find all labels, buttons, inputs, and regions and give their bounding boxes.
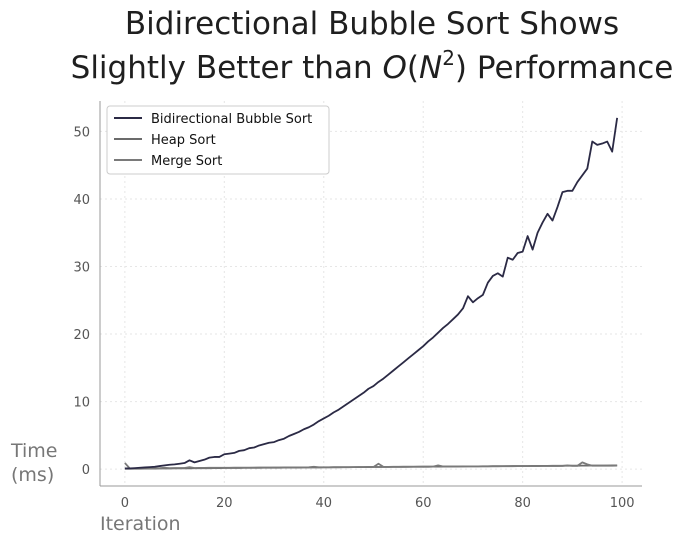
chart-title-math-open: ( — [407, 50, 419, 86]
chart-title-math-close: ) — [455, 50, 467, 86]
chart-title-math-n: N — [419, 50, 442, 86]
series-line-merge — [124, 461, 618, 470]
y-axis-label-line-1: Time — [10, 440, 58, 462]
y-tick-label: 40 — [73, 193, 90, 208]
x-tick-label: 60 — [415, 496, 432, 511]
y-ticks: 0 10 20 30 40 50 — [73, 125, 90, 478]
series — [124, 117, 619, 470]
legend-label-bubble: Bidirectional Bubble Sort — [151, 112, 312, 127]
x-tick-label: 20 — [216, 496, 233, 511]
legend-label-merge: Merge Sort — [151, 154, 222, 169]
chart-title-math-exponent: 2 — [442, 46, 455, 70]
chart-title-prefix: Slightly Better than — [71, 50, 383, 86]
y-tick-label: 20 — [73, 328, 90, 343]
y-tick-label: 0 — [82, 463, 90, 478]
x-tick-label: 80 — [514, 496, 531, 511]
chart-title-line-1: Bidirectional Bubble Sort Shows — [125, 6, 619, 42]
y-tick-label: 10 — [73, 396, 90, 411]
axes — [99, 101, 642, 487]
x-ticks: 0 20 40 60 80 100 — [121, 496, 635, 511]
x-axis-label: Iteration — [100, 513, 181, 535]
x-tick-label: 40 — [315, 496, 332, 511]
series-line-bubble — [124, 117, 619, 470]
x-tick-label: 0 — [121, 496, 129, 511]
legend: Bidirectional Bubble Sort Heap Sort Merg… — [106, 105, 330, 175]
legend-box — [106, 105, 330, 175]
y-tick-label: 50 — [73, 125, 90, 140]
legend-label-heap: Heap Sort — [151, 133, 216, 148]
x-tick-label: 100 — [610, 496, 635, 511]
chart-title-line-2: Slightly Better than O(N2) Performance — [71, 46, 674, 86]
chart-title-math-o: O — [382, 50, 406, 86]
y-axis-label-line-2: (ms) — [11, 464, 54, 486]
chart-title-suffix: Performance — [467, 50, 673, 86]
y-tick-label: 30 — [73, 260, 90, 275]
